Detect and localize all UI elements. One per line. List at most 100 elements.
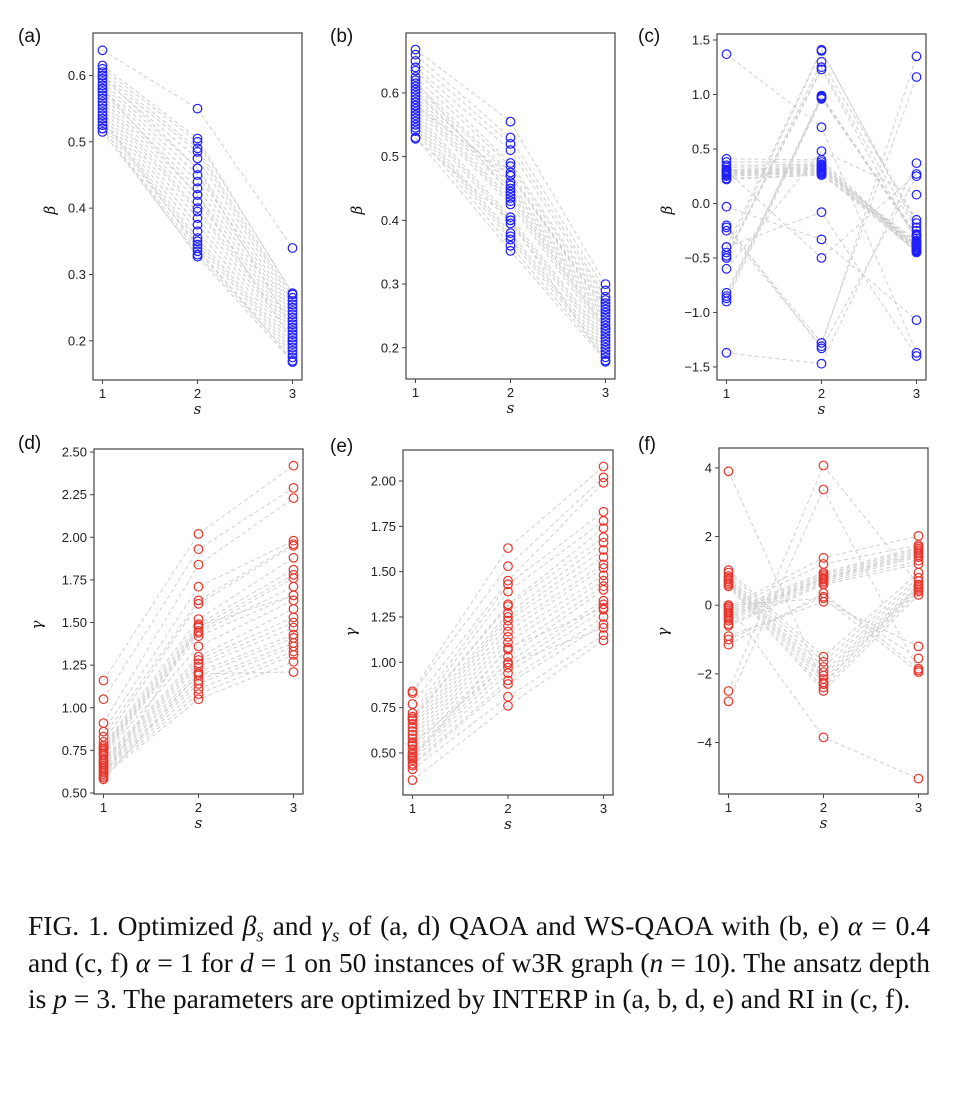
data-point xyxy=(721,49,732,60)
data-point xyxy=(410,100,421,111)
x-tick-label: 1 xyxy=(409,801,416,816)
data-point xyxy=(721,165,732,176)
data-point xyxy=(287,352,298,363)
instance-line xyxy=(415,67,606,301)
data-point xyxy=(600,330,611,340)
caption-segment: s xyxy=(332,925,340,947)
y-tick-label: −2 xyxy=(697,666,712,681)
x-tick-label: 1 xyxy=(99,386,106,401)
data-point xyxy=(192,170,203,180)
data-point xyxy=(598,622,609,633)
data-point xyxy=(410,94,421,105)
instance-line xyxy=(103,540,294,732)
data-point xyxy=(97,83,108,94)
data-point xyxy=(410,65,421,76)
data-point xyxy=(98,694,109,705)
panel-b: 1 2 3 0.2 0.3 0.4 0.5 0.6 s β (b) xyxy=(330,26,616,417)
data-point xyxy=(407,726,418,737)
x-tick-label: 2 xyxy=(195,800,202,815)
data-point xyxy=(505,138,516,149)
panel-d: 1 2 3 0.50 0.75 1.00 1.25 1.50 1.75 2.00 2.25 2.50 s… xyxy=(18,433,304,832)
x-axis-label: s xyxy=(818,400,826,418)
data-point xyxy=(600,326,611,337)
instance-line xyxy=(103,487,294,700)
data-point xyxy=(287,326,298,336)
instance-line xyxy=(103,545,294,743)
data-point xyxy=(287,355,298,366)
data-point xyxy=(723,639,734,650)
data-point xyxy=(911,347,922,358)
data-point xyxy=(407,760,418,771)
y-tick-label: 1.5 xyxy=(692,32,710,47)
data-point xyxy=(818,679,829,690)
data-point xyxy=(911,158,922,169)
data-point xyxy=(818,662,829,672)
y-tick-label: −0.5 xyxy=(684,250,710,265)
data-point xyxy=(97,100,108,111)
data-point xyxy=(288,535,299,546)
instance-line xyxy=(728,592,919,670)
data-point xyxy=(723,634,734,645)
instance-line xyxy=(412,574,604,743)
instance-line xyxy=(415,108,606,336)
instance-line xyxy=(103,594,294,778)
data-point xyxy=(723,615,734,626)
data-point xyxy=(913,773,924,784)
data-point xyxy=(410,49,421,60)
data-point xyxy=(505,234,516,245)
data-point xyxy=(287,299,298,310)
data-point xyxy=(598,537,609,548)
data-point xyxy=(288,483,299,493)
data-point xyxy=(600,311,611,321)
axes-frame xyxy=(402,449,614,796)
data-point xyxy=(97,77,108,87)
data-point xyxy=(410,56,421,66)
data-point xyxy=(721,296,732,307)
data-point xyxy=(911,189,922,200)
x-tick-label: 3 xyxy=(289,386,296,401)
x-tick-label: 2 xyxy=(194,386,201,401)
x-tick-label: 1 xyxy=(100,800,107,815)
instance-line xyxy=(102,124,293,352)
data-point xyxy=(721,293,732,304)
data-point xyxy=(288,581,299,592)
data-point xyxy=(97,45,108,56)
data-point xyxy=(818,484,829,495)
data-point xyxy=(723,620,734,631)
x-tick-label: 1 xyxy=(725,800,732,815)
panel-label: (a) xyxy=(18,26,41,47)
instance-line xyxy=(103,651,294,773)
data-point xyxy=(818,732,829,743)
data-point xyxy=(505,215,516,226)
instance-line xyxy=(726,173,917,252)
caption-segment: γ xyxy=(321,910,333,941)
figure: 1 2 3 0.2 0.3 0.4 0.5 0.6 s β (a) 1 2 3 0.2 0.3 0.4 0.5 0.… xyxy=(18,26,929,833)
y-tick-label: −1.0 xyxy=(684,305,710,320)
data-point xyxy=(723,600,734,611)
data-point xyxy=(97,123,108,134)
data-point xyxy=(816,338,827,348)
panel-f: 1 2 3 −4 −2 0 2 4 s γ (f) xyxy=(638,434,929,832)
x-tick-label: 3 xyxy=(290,800,297,815)
instance-line xyxy=(728,544,919,610)
instance-line xyxy=(726,68,917,259)
instance-line xyxy=(412,527,604,719)
data-point xyxy=(97,116,108,127)
data-point xyxy=(911,246,922,257)
panel-label: (f) xyxy=(638,434,656,455)
data-point xyxy=(192,176,203,187)
data-point xyxy=(723,565,734,576)
data-point xyxy=(410,110,421,121)
instance-line xyxy=(102,75,293,302)
data-point xyxy=(288,617,299,628)
data-point xyxy=(287,345,298,356)
y-tick-label: 1.25 xyxy=(371,609,396,624)
data-point xyxy=(505,170,516,181)
panel-label: (b) xyxy=(330,26,353,47)
data-point xyxy=(193,684,204,694)
data-point xyxy=(600,339,611,350)
data-point xyxy=(503,642,513,653)
data-point xyxy=(600,304,611,315)
data-point xyxy=(598,599,609,610)
data-point xyxy=(287,319,298,330)
